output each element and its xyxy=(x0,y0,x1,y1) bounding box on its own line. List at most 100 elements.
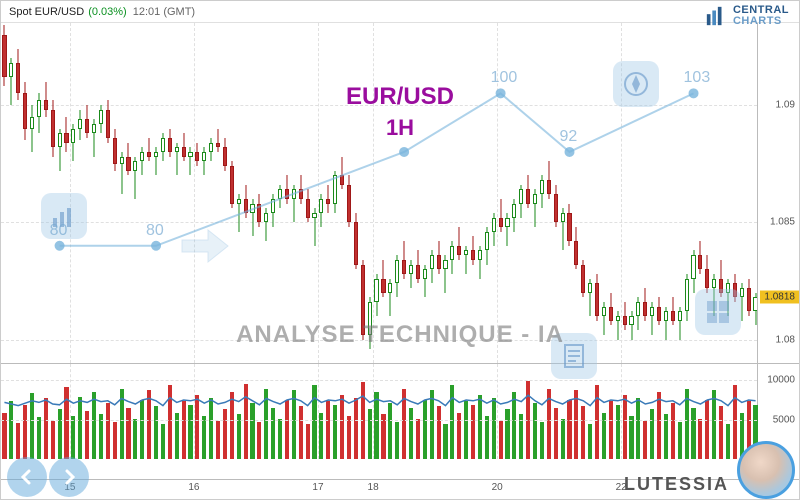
volume-bar xyxy=(168,385,172,459)
gridline xyxy=(373,23,374,363)
x-tick-label: 20 xyxy=(492,482,503,493)
overlay-arrow-icon xyxy=(180,226,230,266)
y-tick-label: 1.09 xyxy=(776,100,795,111)
volume-bar xyxy=(250,403,254,459)
volume-bar xyxy=(58,409,62,459)
gridline xyxy=(1,420,757,421)
volume-bar xyxy=(126,408,130,459)
volume-bar xyxy=(499,421,503,459)
logo-mark-icon xyxy=(705,5,727,27)
volume-bar xyxy=(636,398,640,459)
volume-bar xyxy=(643,421,647,459)
volume-bar xyxy=(388,403,392,459)
volume-bar xyxy=(92,392,96,459)
volume-bar xyxy=(657,392,661,459)
volume-bar xyxy=(278,419,282,459)
watermark-analyse: ANALYSE TECHNIQUE - IA xyxy=(236,321,564,349)
chart-container: Spot EUR/USD (0.03%) 12:01 (GMT) CENTRAL… xyxy=(0,0,800,500)
chart-title-timeframe: 1H xyxy=(386,115,414,141)
volume-bar xyxy=(485,416,489,459)
watermark-dash-icon xyxy=(695,289,741,335)
volume-bar xyxy=(492,398,496,459)
volume-bar xyxy=(698,419,702,459)
volume-bar xyxy=(285,400,289,459)
volume-bar xyxy=(685,389,689,459)
volume-bar xyxy=(257,422,261,459)
header-pct-change: (0.03%) xyxy=(88,6,127,18)
gridline xyxy=(1,380,757,381)
volume-bar xyxy=(133,419,137,459)
volume-bar xyxy=(333,405,337,459)
volume-bar xyxy=(629,416,633,459)
volume-bar xyxy=(540,422,544,459)
volume-bar xyxy=(312,385,316,459)
nav-next-button[interactable] xyxy=(49,457,89,497)
overlay-point-label: 80 xyxy=(50,222,68,240)
gridline xyxy=(194,23,195,363)
x-tick-label: 18 xyxy=(368,482,379,493)
volume-bar xyxy=(182,401,186,459)
vol-y-tick-label: 5000 xyxy=(773,415,795,426)
volume-bar xyxy=(423,400,427,459)
volume-bar xyxy=(223,409,227,459)
volume-bar xyxy=(533,403,537,459)
volume-bar xyxy=(299,406,303,459)
volume-bar xyxy=(595,385,599,459)
volume-bar xyxy=(16,423,20,459)
volume-bar xyxy=(306,424,310,459)
x-tick-label: 16 xyxy=(188,482,199,493)
volume-bar xyxy=(37,417,41,459)
volume-bar xyxy=(402,389,406,459)
volume-bar xyxy=(554,408,558,459)
current-price-tag: 1.0818 xyxy=(760,291,799,304)
volume-chart[interactable]: 5000 10000 xyxy=(1,363,799,459)
volume-bar xyxy=(416,419,420,459)
volume-bar xyxy=(354,398,358,459)
header-pair-label: Spot EUR/USD xyxy=(9,6,84,18)
volume-bar xyxy=(581,406,585,459)
volume-bar xyxy=(616,405,620,459)
overlay-point-label: 100 xyxy=(491,69,518,87)
volume-bar xyxy=(512,392,516,459)
vol-y-tick-label: 10000 xyxy=(767,375,795,386)
volume-bar xyxy=(161,424,165,459)
volume-bar xyxy=(443,424,447,459)
volume-bar xyxy=(464,401,468,459)
volume-bar xyxy=(120,389,124,459)
volume-bar xyxy=(588,424,592,459)
chart-header: Spot EUR/USD (0.03%) 12:01 (GMT) xyxy=(1,1,799,23)
y-tick-label: 1.08 xyxy=(776,334,795,345)
x-tick-label: 17 xyxy=(312,482,323,493)
volume-bar xyxy=(264,389,268,459)
volume-bar xyxy=(140,400,144,459)
volume-bar xyxy=(726,424,730,459)
volume-bar xyxy=(567,400,571,459)
volume-bar xyxy=(51,421,55,459)
volume-bar xyxy=(9,401,13,459)
logo-text: CENTRAL CHARTS xyxy=(733,5,789,27)
main-y-axis: 1.081.0851.091.0818 xyxy=(757,23,799,363)
watermark-compass-icon xyxy=(613,61,659,107)
volume-bar xyxy=(216,421,220,459)
volume-bar xyxy=(188,405,192,459)
arrow-left-icon xyxy=(17,467,37,487)
overlay-point-label: 92 xyxy=(560,128,578,146)
main-candlestick-chart[interactable]: 1.081.0851.091.0818 EUR/USD 1H ANALYSE T… xyxy=(1,23,799,363)
nav-prev-button[interactable] xyxy=(7,457,47,497)
volume-bar xyxy=(574,390,578,459)
volume-bar xyxy=(623,395,627,459)
overlay-point-label: 80 xyxy=(146,222,164,240)
volume-bar xyxy=(368,409,372,459)
volume-bar xyxy=(340,395,344,459)
volume-bar xyxy=(409,408,413,459)
volume-bar xyxy=(85,411,89,459)
avatar-icon[interactable] xyxy=(737,441,795,499)
volume-bar xyxy=(547,389,551,459)
arrow-right-icon xyxy=(59,467,79,487)
volume-bar xyxy=(671,403,675,459)
volume-bar xyxy=(437,406,441,459)
volume-bar xyxy=(106,403,110,459)
volume-bar xyxy=(64,387,68,459)
volume-bar xyxy=(712,390,716,459)
volume-bar xyxy=(44,398,48,459)
